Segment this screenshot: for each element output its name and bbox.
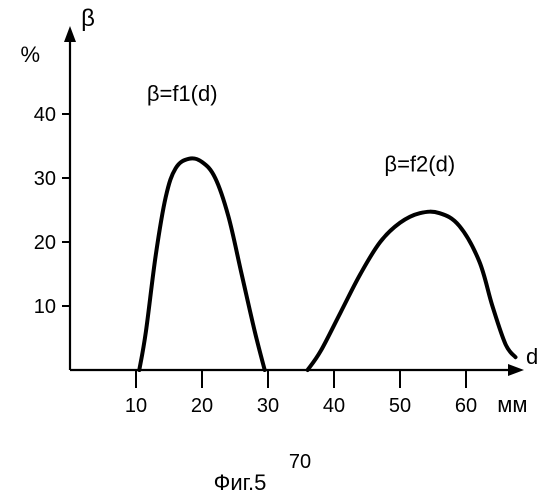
curve-f1 xyxy=(139,158,264,370)
x-tick-label: 60 xyxy=(455,395,477,417)
x-tick-label: 30 xyxy=(257,395,279,417)
axes xyxy=(64,26,524,376)
y-axis-label: β xyxy=(81,5,95,32)
x-axis-label: d xyxy=(526,344,538,369)
curve-f2 xyxy=(308,212,516,370)
x-axis-unit: мм xyxy=(497,392,527,417)
y-tick-label: 20 xyxy=(34,232,56,254)
y-tick-label: 30 xyxy=(34,168,56,190)
x-tick-label: 40 xyxy=(323,395,345,417)
x-tick-label: 20 xyxy=(191,395,213,417)
y-axis-arrow xyxy=(64,26,76,42)
y-ticks: 10 20 30 40 xyxy=(34,104,70,318)
y-tick-label: 10 xyxy=(34,296,56,318)
y-tick-label: 40 xyxy=(34,104,56,126)
chart-svg: 10 20 30 40 10 20 30 40 50 60 β % d мм β=f1(d) β… xyxy=(0,0,542,500)
series-label-f1: β=f1(d) xyxy=(147,81,218,106)
y-axis-unit: % xyxy=(20,42,40,67)
figure-caption: Фиг.5 xyxy=(214,470,267,495)
x-tick-label: 10 xyxy=(125,395,147,417)
series-label-f2: β=f2(d) xyxy=(384,152,455,177)
x-tick-label: 50 xyxy=(389,395,411,417)
figure-container: { "chart": { "type": "line", "width": 54… xyxy=(0,0,542,500)
label-70: 70 xyxy=(289,451,311,473)
x-ticks: 10 20 30 40 50 60 xyxy=(125,370,477,417)
x-axis-arrow xyxy=(508,364,524,376)
